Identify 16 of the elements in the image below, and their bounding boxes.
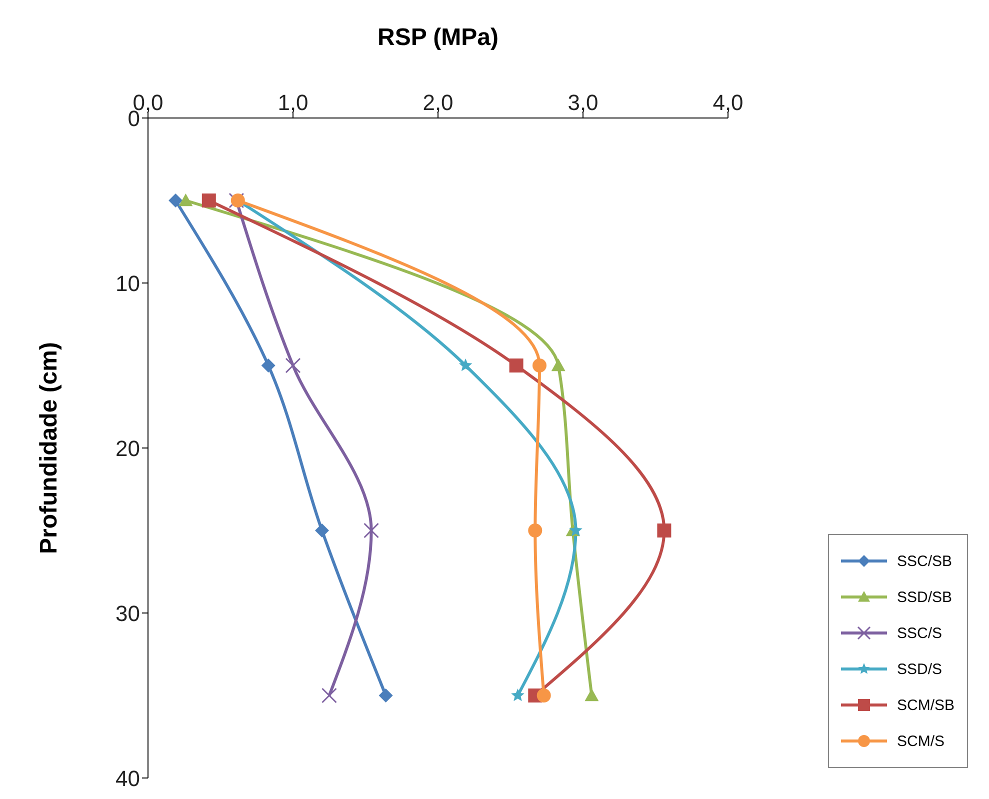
legend-label: SCM/SB (897, 696, 955, 714)
legend-label: SSC/SB (897, 552, 952, 570)
y-axis-title: Profundidade (cm) (36, 342, 63, 554)
x-tick-label: 2,0 (422, 90, 454, 115)
y-tick-label: 10 (116, 270, 140, 296)
legend-label: SSD/SB (897, 588, 952, 606)
x-tick-label: 1,0 (278, 90, 308, 115)
legend-label: SCM/S (897, 732, 945, 750)
x-axis-title: RSP (MPa) (378, 24, 498, 52)
x-tick-label: 4,0 (712, 90, 744, 115)
legend-label: SSC/S (897, 624, 942, 642)
y-tick-label: 30 (116, 600, 140, 626)
legend-label: SSD/S (897, 660, 942, 678)
x-tick-label: 3,0 (568, 90, 598, 115)
y-tick-label: 20 (116, 436, 140, 461)
y-tick-label: 40 (116, 766, 140, 791)
